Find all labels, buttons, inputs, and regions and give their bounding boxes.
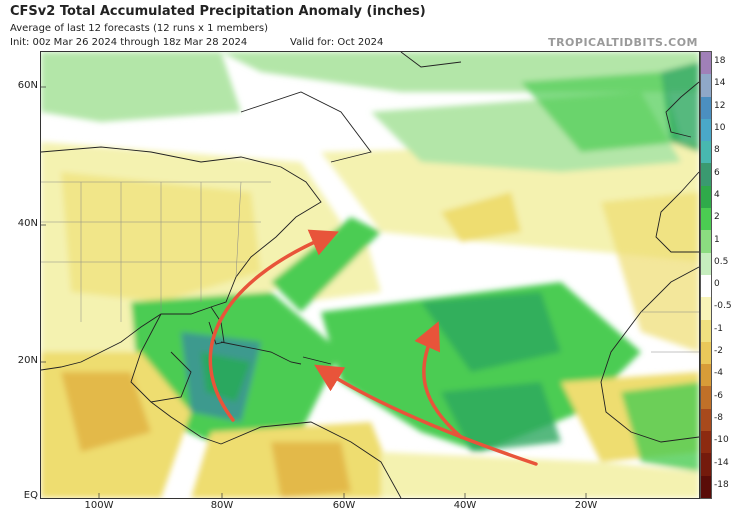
anomaly-field bbox=[41, 52, 699, 498]
colorbar-swatch bbox=[701, 297, 711, 320]
map-subtitle: Average of last 12 forecasts (12 runs x … bbox=[10, 23, 268, 34]
colorbar-swatch bbox=[701, 163, 711, 186]
lat-label: 60N bbox=[17, 80, 38, 91]
colorbar-label: -2 bbox=[714, 346, 723, 357]
colorbar bbox=[700, 51, 712, 499]
colorbar-swatch bbox=[701, 364, 711, 387]
colorbar-swatch bbox=[701, 96, 711, 119]
colorbar-swatch bbox=[701, 431, 711, 454]
colorbar-label: -0.5 bbox=[714, 301, 732, 312]
anomaly-map bbox=[41, 52, 699, 498]
colorbar-label: 14 bbox=[714, 78, 726, 89]
colorbar-label: -8 bbox=[714, 412, 723, 423]
colorbar-label: 10 bbox=[714, 123, 726, 134]
colorbar-swatch bbox=[701, 252, 711, 275]
source-watermark: TROPICALTIDBITS.COM bbox=[548, 36, 698, 49]
colorbar-swatch bbox=[701, 74, 711, 97]
colorbar-swatch bbox=[701, 408, 711, 432]
colorbar-label: 12 bbox=[714, 100, 726, 111]
colorbar-swatch bbox=[701, 185, 711, 209]
colorbar-swatch bbox=[701, 319, 711, 342]
colorbar-label: 6 bbox=[714, 167, 720, 178]
political-borders bbox=[41, 181, 699, 353]
lon-label: 40W bbox=[453, 500, 477, 511]
arrow-atlantic-westward bbox=[314, 364, 538, 466]
colorbar-swatch bbox=[701, 118, 711, 142]
colorbar-swatch bbox=[701, 341, 711, 365]
colorbar-label: -10 bbox=[714, 435, 729, 446]
lat-label: EQ bbox=[23, 490, 38, 501]
lon-label: 80W bbox=[210, 500, 234, 511]
map-title: CFSv2 Total Accumulated Precipitation An… bbox=[10, 4, 426, 19]
colorbar-label: 0 bbox=[714, 279, 720, 290]
colorbar-swatch bbox=[701, 230, 711, 253]
colorbar-swatch bbox=[701, 475, 711, 498]
grid-ticks bbox=[41, 86, 587, 498]
lat-label: 20N bbox=[17, 355, 38, 366]
colorbar-swatch bbox=[701, 386, 711, 409]
colorbar-label: 1 bbox=[714, 234, 720, 245]
arrow-caribbean-to-gulfstream bbox=[208, 229, 339, 422]
colorbar-swatch bbox=[701, 453, 711, 476]
colorbar-label: -14 bbox=[714, 457, 729, 468]
map-panel bbox=[40, 51, 700, 499]
valid-time: Valid for: Oct 2024 bbox=[290, 37, 384, 48]
colorbar-label: -6 bbox=[714, 390, 723, 401]
colorbar-label: -18 bbox=[714, 479, 729, 490]
colorbar-label: 0.5 bbox=[714, 256, 729, 267]
colorbar-swatch bbox=[701, 141, 711, 164]
colorbar-swatch bbox=[701, 274, 711, 298]
colorbar-label: 2 bbox=[714, 212, 720, 223]
colorbar-label: -1 bbox=[714, 323, 723, 334]
colorbar-label: -4 bbox=[714, 368, 723, 379]
colorbar-label: 8 bbox=[714, 145, 720, 156]
colorbar-label: 4 bbox=[714, 189, 720, 200]
annotation-arrows bbox=[208, 229, 538, 466]
lon-label: 20W bbox=[574, 500, 598, 511]
coastlines bbox=[41, 52, 699, 498]
arrow-atlantic-northward bbox=[414, 321, 463, 439]
lon-label: 60W bbox=[332, 500, 356, 511]
lon-label: 100W bbox=[84, 500, 114, 511]
colorbar-swatch bbox=[701, 208, 711, 231]
colorbar-label: 18 bbox=[714, 56, 726, 67]
lat-label: 40N bbox=[17, 218, 38, 229]
init-time: Init: 00z Mar 26 2024 through 18z Mar 28… bbox=[10, 37, 248, 48]
colorbar-swatch bbox=[701, 52, 711, 75]
